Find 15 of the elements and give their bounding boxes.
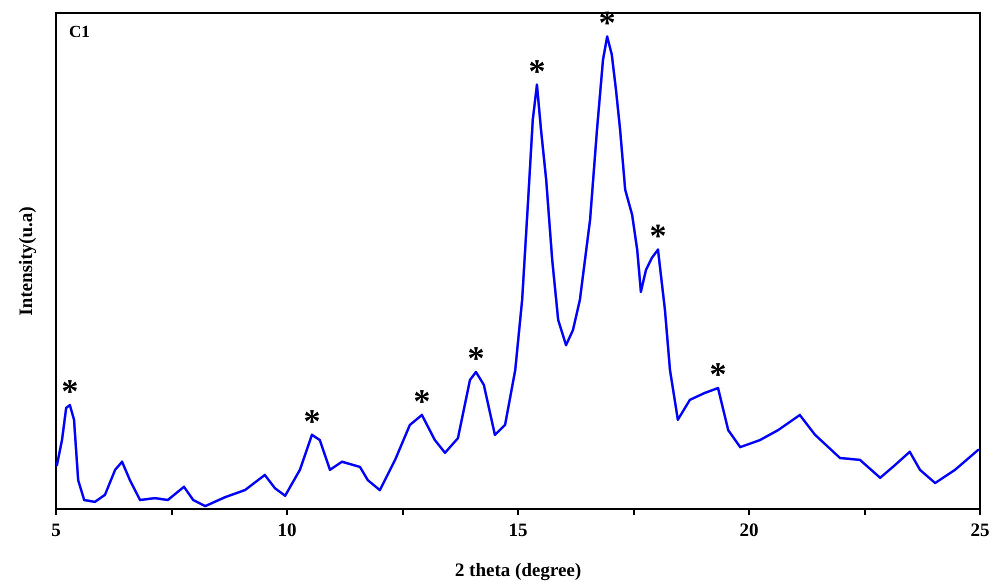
y-axis-title: Intensity(u.a) <box>16 206 37 316</box>
chart-title: C1 <box>69 22 90 41</box>
annotation: * <box>528 53 546 90</box>
x-tick-label: 15 <box>508 520 528 541</box>
annotation: * <box>467 340 484 378</box>
annotation: * <box>649 218 666 256</box>
annotation: * <box>61 374 78 411</box>
x-tick-label: 25 <box>970 520 990 541</box>
x-tick-label: 20 <box>740 520 758 541</box>
x-tick-label: 10 <box>278 520 296 541</box>
x-axis-title: 2 theta (degree) <box>454 560 582 581</box>
x-tick-label: 5 <box>51 520 61 541</box>
annotation: * <box>710 356 727 394</box>
annotation: * <box>413 383 430 420</box>
annotation: * <box>303 403 320 440</box>
